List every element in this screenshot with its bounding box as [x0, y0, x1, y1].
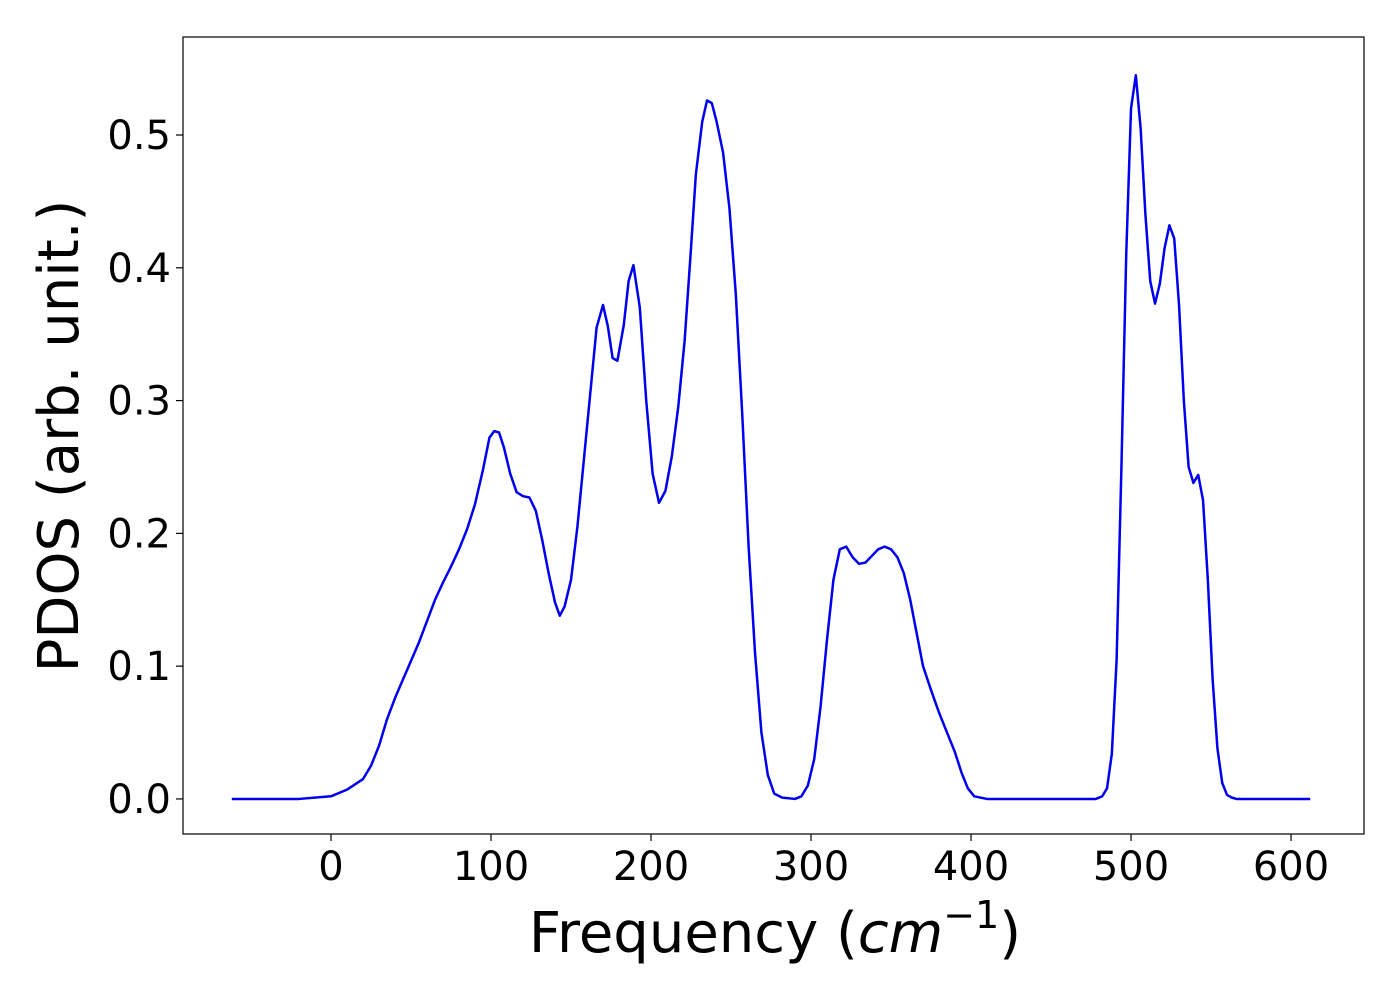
y-tick-label: 0.3 [107, 379, 171, 425]
y-tick-label: 0.1 [107, 644, 171, 690]
x-label-close: ) [999, 901, 1021, 966]
data-line [231, 73, 1311, 801]
x-tick-label: 300 [773, 844, 849, 890]
x-label-sup: −1 [943, 893, 999, 937]
x-label-math: cm [858, 901, 943, 966]
x-tick-label: 600 [1253, 844, 1329, 890]
y-tick-label: 0.4 [107, 246, 171, 292]
x-tick-label: 200 [613, 844, 689, 890]
x-tick-label: 100 [453, 844, 529, 890]
x-tick-label: 400 [933, 844, 1009, 890]
plot-frame [182, 36, 1365, 835]
x-axis-label: Frequency (cm−1) [529, 893, 1021, 966]
y-tick-label: 0.5 [107, 113, 171, 159]
x-tick-label: 500 [1093, 844, 1169, 890]
x-label-text: Frequency ( [529, 901, 858, 966]
y-tick-label: 0.0 [107, 777, 171, 823]
y-axis-label: PDOS (arb. unit.) [27, 200, 92, 673]
x-tick-label: 0 [318, 844, 343, 890]
y-tick-label: 0.2 [107, 511, 171, 557]
